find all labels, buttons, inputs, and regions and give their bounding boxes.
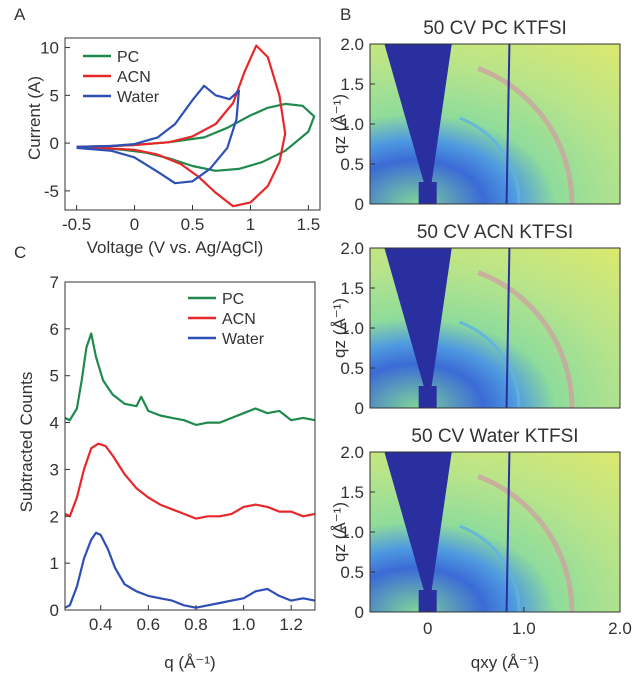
scattering-series-acn-line: [64, 442, 316, 520]
giwaxs-map-3: 50 CV Water KTFSI 0 0.5 1.0 1.5 2.0 qz (Å⁻¹) 0 1…: [330, 426, 632, 638]
scattering-legend-label: ACN: [222, 311, 256, 328]
giwaxs-ytick-label: 1.0: [340, 319, 364, 338]
scattering-xtick-label: 1.0: [232, 615, 256, 634]
panel-label-b: B: [340, 5, 351, 24]
cv-legend-label: PC: [117, 49, 139, 66]
giwaxs-ytick-label: 0: [355, 603, 364, 622]
giwaxs-ytick-label: 1.5: [340, 279, 364, 298]
cv-xlabel: Voltage (V vs. Ag/AgCl): [87, 238, 264, 257]
cv-legend-label: ACN: [117, 69, 151, 86]
cv-panel: -0.5 0 0.5 1 1.5 -5 0 5 10 PC ACN Water Voltage (V…: [25, 37, 321, 257]
scattering-plot-frame: [64, 281, 316, 611]
cv-xtick-label: 0.5: [181, 215, 205, 234]
scattering-xtick-label: 0.8: [184, 615, 208, 634]
giwaxs-ytick-label: 2.0: [340, 239, 364, 258]
cv-ytick-label: 0: [50, 134, 59, 153]
scattering-xlabel: q (Å⁻¹): [164, 653, 215, 672]
giwaxs-ytick-label: 0: [355, 195, 364, 214]
giwaxs-map-beamstop: [418, 386, 437, 408]
giwaxs-ytick-label: 0.5: [340, 563, 364, 582]
giwaxs-ytick-label: 2.0: [340, 443, 364, 462]
scattering-ytick-label: 5: [50, 367, 59, 386]
cv-series-acn-line: [76, 44, 287, 208]
scattering-legend-label: Water: [222, 331, 265, 348]
giwaxs-map-ring: [477, 66, 575, 205]
scattering-axes: 0.4 0.6 0.8 1.0 1.2 0 1 2 3 4 5 6 7: [50, 273, 316, 634]
scattering-xtick-label: 1.2: [279, 615, 303, 634]
scattering-ytick-label: 0: [50, 601, 59, 620]
giwaxs-map-ring: [459, 320, 521, 409]
giwaxs-map-title: 50 CV ACN KTFSI: [417, 222, 573, 243]
scattering-legend: PC ACN Water: [188, 291, 265, 348]
scattering-ytick-label: 6: [50, 320, 59, 339]
giwaxs-ytick-label: 0: [355, 399, 364, 418]
cv-legend-label: Water: [117, 89, 160, 106]
giwaxs-ylabel: qz (Å⁻¹): [330, 298, 349, 358]
cv-ytick-label: 10: [40, 39, 59, 58]
cv-lines: [76, 44, 316, 208]
giwaxs-map-1: 50 CV PC KTFSI 0 0.5 1.0 1.5 2.0 qz (Å⁻¹): [330, 18, 621, 214]
scattering-xtick-label: 0.4: [89, 615, 113, 634]
scattering-ytick-label: 4: [50, 414, 59, 433]
panel-label-c: C: [14, 243, 26, 262]
giwaxs-map-title: 50 CV Water KTFSI: [411, 426, 578, 447]
giwaxs-map-title: 50 CV PC KTFSI: [423, 18, 567, 39]
giwaxs-map-ring: [459, 524, 521, 613]
giwaxs-map-ring: [477, 474, 575, 613]
giwaxs-map-beamstop: [418, 590, 437, 612]
giwaxs-xtick-label: 1.0: [512, 619, 536, 638]
cv-xtick-label: -0.5: [62, 215, 91, 234]
giwaxs-xlabel: qxy (Å⁻¹): [471, 653, 539, 672]
giwaxs-ytick-label: 2.0: [340, 35, 364, 54]
cv-ylabel: Current (A): [25, 76, 44, 160]
giwaxs-map-wedge: [384, 452, 452, 590]
scattering-xtick-label: 0.6: [137, 615, 161, 634]
scattering-series-pc-line: [64, 332, 316, 426]
giwaxs-ytick-label: 0.5: [340, 359, 364, 378]
giwaxs-ytick-label: 1.0: [340, 523, 364, 542]
giwaxs-map-gap-line: [505, 247, 511, 409]
giwaxs-map-beamstop: [418, 182, 437, 204]
scattering-panel: 0.4 0.6 0.8 1.0 1.2 0 1 2 3 4 5 6 7 PC ACN Water q (Å⁻…: [17, 273, 316, 672]
scattering-ytick-label: 2: [50, 507, 59, 526]
giwaxs-map-ring: [459, 116, 521, 205]
giwaxs-xtick-label: 2.0: [608, 619, 632, 638]
scattering-ytick-label: 7: [50, 273, 59, 292]
giwaxs-ylabel: qz (Å⁻¹): [330, 502, 349, 562]
cv-legend: PC ACN Water: [83, 49, 160, 106]
giwaxs-map-ring: [477, 270, 575, 409]
scattering-ytick-label: 3: [50, 460, 59, 479]
cv-plot-frame: [64, 37, 321, 211]
cv-xtick-label: 1: [246, 215, 255, 234]
giwaxs-map-wedge: [384, 44, 452, 182]
cv-ytick-label: 5: [50, 86, 59, 105]
giwaxs-ytick-label: 1.5: [340, 483, 364, 502]
giwaxs-ytick-label: 0.5: [340, 155, 364, 174]
scattering-series-water-line: [64, 531, 316, 609]
giwaxs-ytick-label: 1.5: [340, 75, 364, 94]
giwaxs-map-gap-line: [505, 43, 511, 205]
scattering-legend-label: PC: [222, 291, 244, 308]
cv-ytick-label: -5: [44, 182, 59, 201]
cv-series-pc-line: [76, 102, 316, 172]
giwaxs-map-wedge: [384, 248, 452, 386]
giwaxs-map-gap-line: [505, 451, 511, 613]
giwaxs-xtick-label: 0: [423, 619, 432, 638]
panel-label-a: A: [14, 5, 26, 24]
giwaxs-ytick-label: 1.0: [340, 115, 364, 134]
giwaxs-ylabel: qz (Å⁻¹): [330, 94, 349, 154]
scattering-ytick-label: 1: [50, 554, 59, 573]
cv-xtick-label: 0: [130, 215, 139, 234]
scattering-ylabel: Subtracted Counts: [17, 372, 36, 513]
cv-xtick-label: 1.5: [297, 215, 321, 234]
cv-axes: -0.5 0 0.5 1 1.5 -5 0 5 10: [40, 37, 321, 234]
giwaxs-map-2: 50 CV ACN KTFSI 0 0.5 1.0 1.5 2.0 qz (Å⁻¹): [330, 222, 621, 418]
cv-series-water-line: [76, 84, 240, 185]
scattering-lines: [64, 332, 316, 609]
